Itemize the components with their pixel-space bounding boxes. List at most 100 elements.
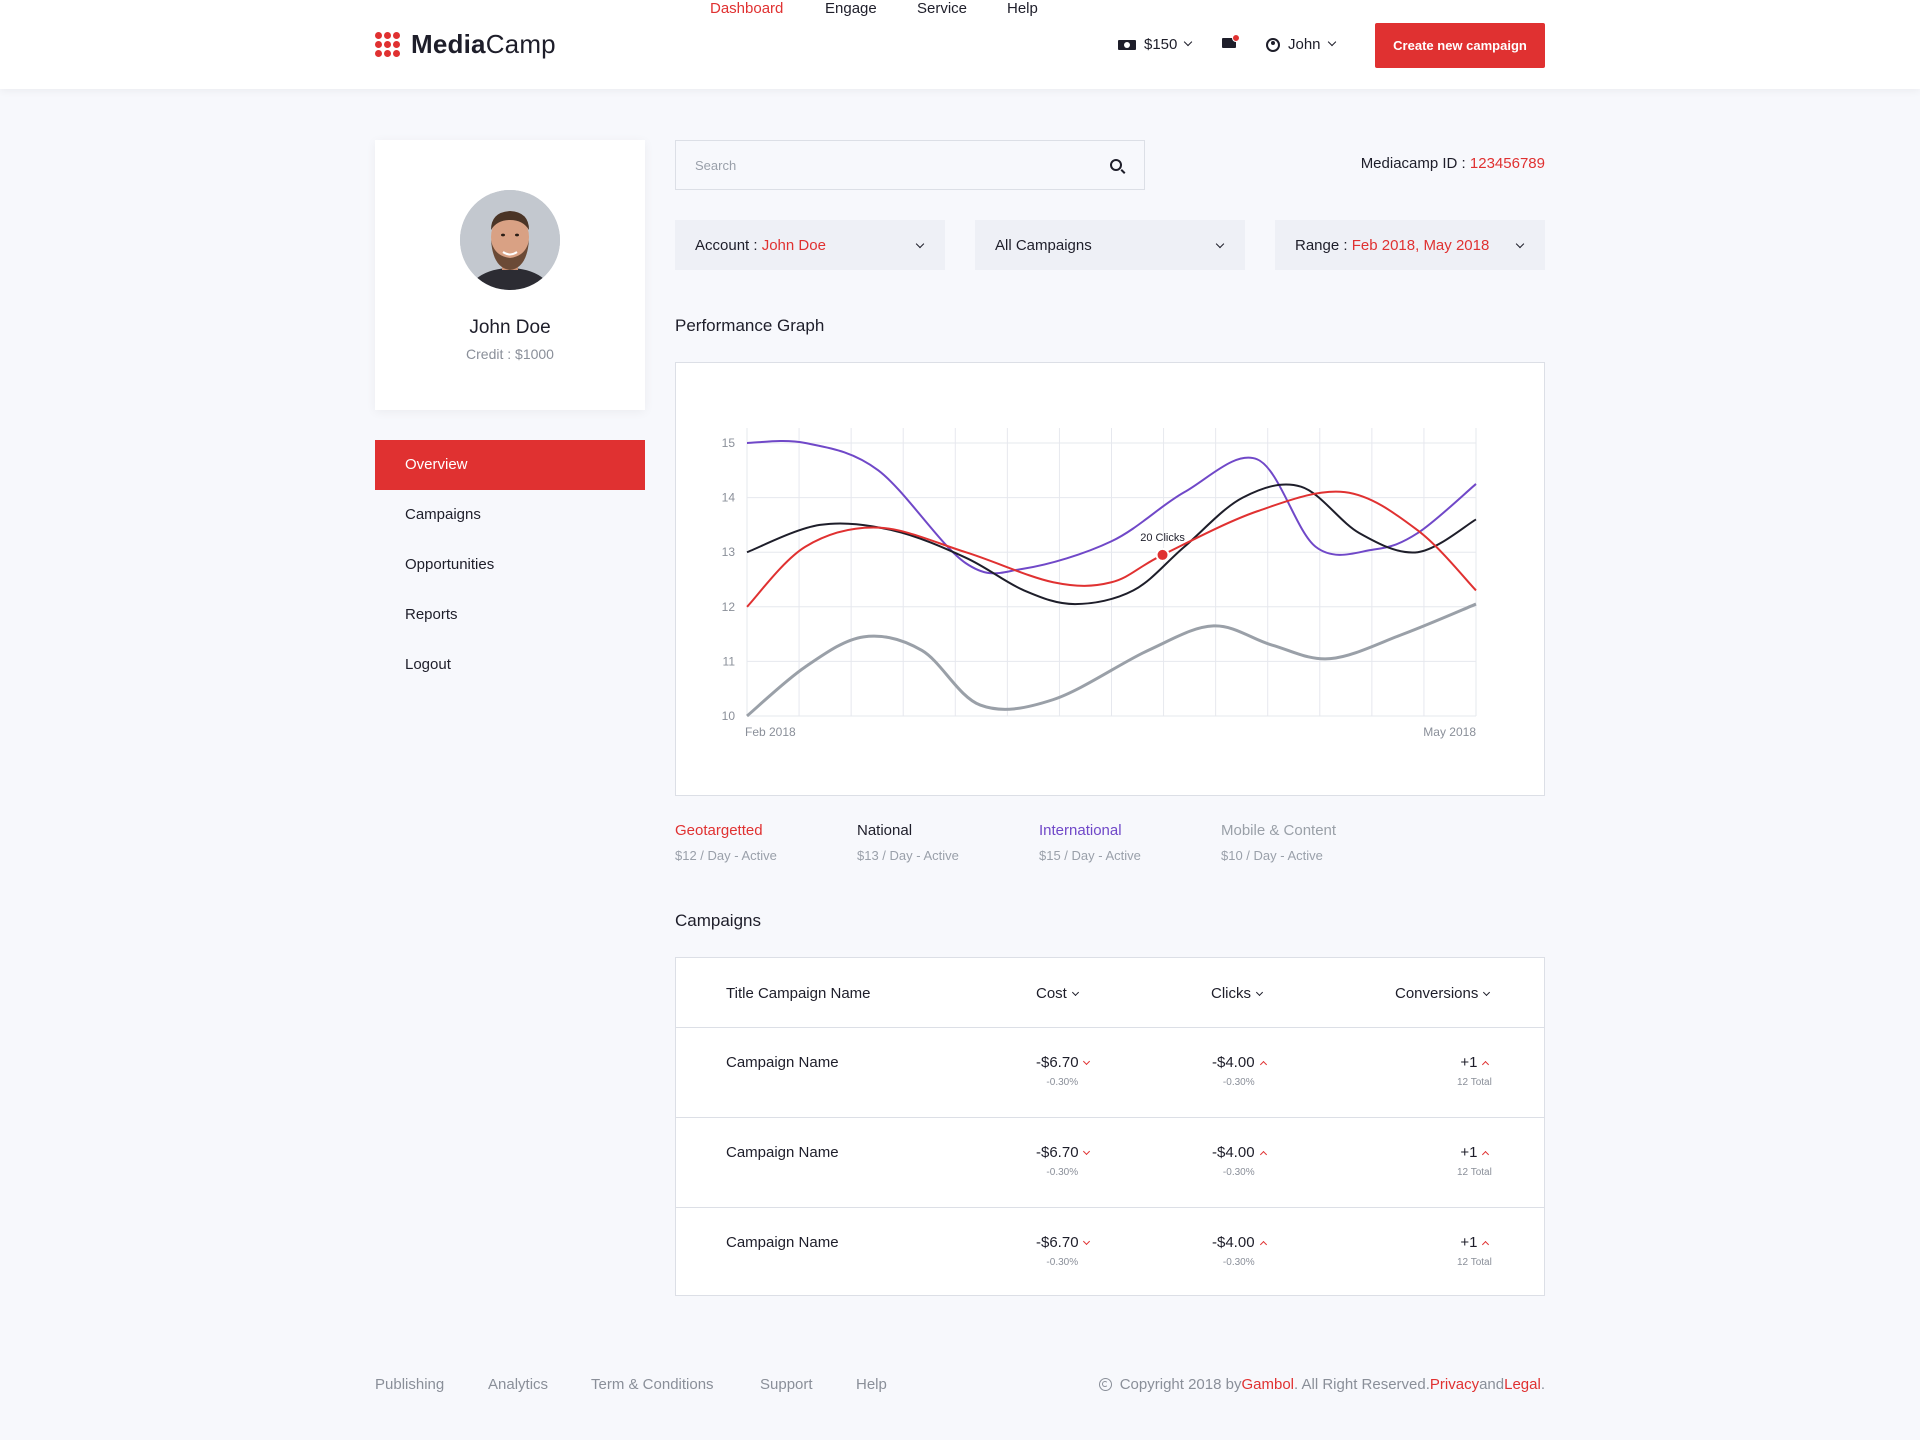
sidebar-item-overview[interactable]: Overview [375, 440, 645, 490]
header-conversions[interactable]: Conversions [1395, 985, 1491, 1002]
legend-name: International [1039, 822, 1122, 839]
chevron-up-icon [1259, 1240, 1267, 1249]
profile-credit: Credit : $1000 [466, 346, 554, 362]
campaign-name: Campaign Name [726, 1054, 839, 1071]
mediacamp-id-label: Mediacamp ID : [1360, 155, 1470, 172]
cash-icon [1118, 39, 1136, 50]
y-tick-label: 11 [723, 654, 736, 668]
performance-graph-title: Performance Graph [675, 316, 825, 335]
account-label: Account : [695, 236, 758, 254]
clicks-cell: -$4.00 -0.30% [1212, 1234, 1267, 1268]
performance-chart: 10 11 12 13 14 15 Feb 2018 May 2018 20 Clicks [675, 362, 1545, 796]
range-dropdown[interactable]: Range : Feb 2018, May 2018 [1275, 220, 1545, 270]
legend-name: National [857, 822, 913, 839]
legend-international[interactable]: International $15 / Day - Active [1039, 822, 1221, 863]
chevron-up-icon [1259, 1150, 1267, 1159]
balance-value: $150 [1144, 36, 1178, 53]
profile-name: John Doe [469, 317, 551, 338]
chart-svg: 10 11 12 13 14 15 Feb 2018 May 2018 20 Clicks [722, 428, 1477, 739]
legend-detail: $12 / Day - Active [675, 848, 777, 863]
copyright-icon [1098, 1378, 1112, 1391]
campaigns-table: Title Campaign Name Cost Clicks Conversi… [675, 957, 1545, 1296]
sidebar-item-reports[interactable]: Reports [405, 606, 458, 623]
chevron-down-icon [1184, 37, 1193, 46]
nav-engage[interactable]: Engage [825, 0, 877, 17]
annotation-label: 20 Clicks [1140, 532, 1185, 544]
header-clicks[interactable]: Clicks [1211, 985, 1264, 1002]
account-dropdown[interactable]: Account : John Doe [675, 220, 945, 270]
privacy-link[interactable]: Privacy [1429, 1376, 1480, 1393]
chevron-down-icon [1483, 988, 1491, 997]
cost-cell: -$6.70 -0.30% [1036, 1054, 1090, 1088]
series-line-international [746, 440, 1477, 575]
legend-national[interactable]: National $13 / Day - Active [857, 822, 1039, 863]
mail-icon[interactable] [1222, 34, 1240, 48]
mediacamp-id-value: 123456789 [1469, 155, 1545, 172]
sidebar-item-opportunities[interactable]: Opportunities [405, 556, 495, 573]
series-line-geotargetted [746, 490, 1477, 608]
y-tick-label: 14 [722, 491, 736, 505]
nav-service[interactable]: Service [917, 0, 968, 17]
header-campaign-name[interactable]: Title Campaign Name [726, 985, 871, 1002]
footer-link-support[interactable]: Support [760, 1376, 813, 1393]
footer-link-terms[interactable]: Term & Conditions [591, 1376, 714, 1393]
campaigns-title: Campaigns [675, 911, 761, 930]
legend-name: Geotargetted [675, 822, 763, 839]
legend-detail: $10 / Day - Active [1221, 848, 1323, 863]
campaigns-filter-label: All Campaigns [995, 236, 1092, 254]
search-icon[interactable] [1110, 159, 1122, 171]
clicks-cell: -$4.00 -0.30% [1212, 1054, 1267, 1088]
chevron-up-icon [1259, 1060, 1267, 1069]
balance-dropdown[interactable]: $150 [1118, 36, 1193, 53]
nav-dashboard[interactable]: Dashboard [710, 0, 784, 17]
y-tick-label: 10 [722, 709, 736, 723]
user-circle-icon [1266, 37, 1280, 52]
footer-link-publishing[interactable]: Publishing [375, 1376, 445, 1393]
chevron-down-icon [1071, 988, 1079, 997]
mediacamp-id: Mediacamp ID : 123456789 [1361, 155, 1545, 172]
data-point-marker [1155, 547, 1170, 562]
footer-link-help[interactable]: Help [856, 1376, 887, 1393]
profile-card: John Doe Credit : $1000 [375, 140, 645, 410]
legend-mobile-content[interactable]: Mobile & Content $10 / Day - Active [1221, 822, 1403, 863]
conversions-cell: +1 12 Total [1457, 1054, 1492, 1088]
nav-help[interactable]: Help [1007, 0, 1038, 17]
legal-link[interactable]: Legal [1504, 1376, 1541, 1393]
sidebar-item-campaigns[interactable]: Campaigns [405, 506, 481, 523]
campaign-name: Campaign Name [726, 1144, 839, 1161]
avatar[interactable] [460, 190, 560, 290]
search-box [675, 140, 1145, 190]
user-menu[interactable]: John [1266, 36, 1336, 53]
campaigns-dropdown[interactable]: All Campaigns [975, 220, 1245, 270]
logo[interactable]: MediaCamp [375, 29, 556, 60]
x-tick-label: Feb 2018 [745, 725, 796, 739]
range-label: Range : [1295, 236, 1348, 254]
top-header: MediaCamp Dashboard Engage Service Help … [0, 0, 1920, 89]
chevron-down-icon [1215, 239, 1225, 249]
table-row[interactable]: Campaign Name -$6.70 -0.30% -$4.00 -0.30… [676, 1028, 1544, 1118]
search-input[interactable] [676, 157, 1110, 173]
footer-link-analytics[interactable]: Analytics [488, 1376, 549, 1393]
clicks-cell: -$4.00 -0.30% [1212, 1144, 1267, 1178]
sidebar-item-logout[interactable]: Logout [405, 656, 451, 673]
y-tick-label: 13 [722, 545, 736, 559]
chevron-down-icon [1082, 1057, 1090, 1066]
chevron-down-icon [1082, 1237, 1090, 1246]
table-header: Title Campaign Name Cost Clicks Conversi… [676, 958, 1544, 1028]
logo-text: MediaCamp [411, 29, 556, 59]
series-line-mobile-content [746, 602, 1477, 718]
legend-detail: $13 / Day - Active [857, 848, 959, 863]
company-link[interactable]: Gambol [1241, 1376, 1294, 1393]
x-tick-label: May 2018 [1423, 725, 1476, 739]
create-campaign-button[interactable]: Create new campaign [1375, 23, 1545, 68]
table-row[interactable]: Campaign Name -$6.70 -0.30% -$4.00 -0.30… [676, 1208, 1544, 1298]
range-value: Feb 2018, May 2018 [1351, 236, 1490, 254]
table-row[interactable]: Campaign Name -$6.70 -0.30% -$4.00 -0.30… [676, 1118, 1544, 1208]
chevron-up-icon [1482, 1060, 1490, 1069]
header-cost[interactable]: Cost [1036, 985, 1079, 1002]
chevron-up-icon [1482, 1150, 1490, 1159]
legend-geotargetted[interactable]: Geotargetted $12 / Day - Active [675, 822, 857, 863]
conversions-cell: +1 12 Total [1457, 1144, 1492, 1178]
series-line-national [746, 483, 1477, 606]
chevron-down-icon [1327, 37, 1336, 46]
